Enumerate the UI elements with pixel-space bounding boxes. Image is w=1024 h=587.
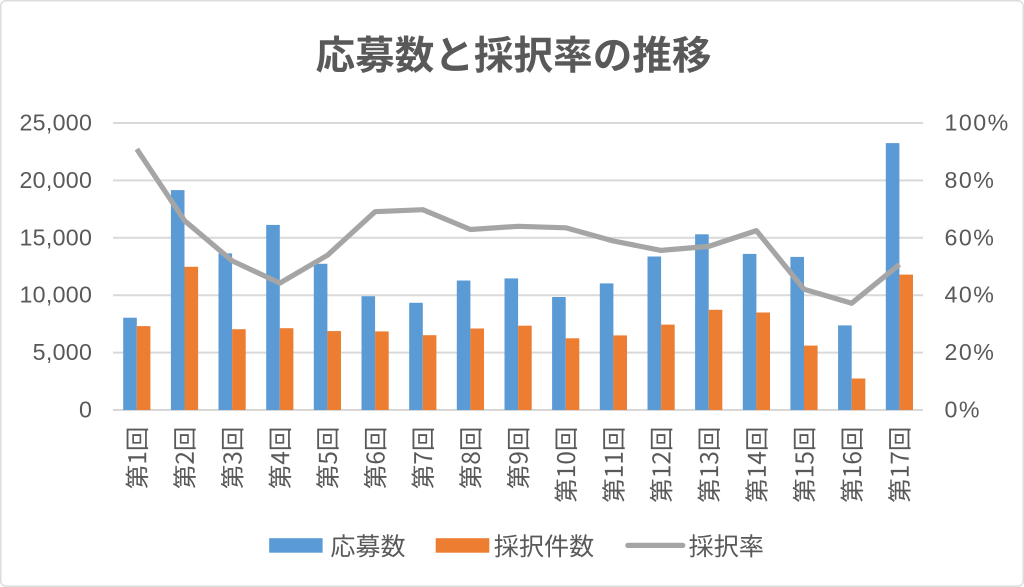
svg-text:20%: 20% <box>945 339 996 365</box>
svg-text:15,000: 15,000 <box>19 224 92 250</box>
svg-text:40%: 40% <box>945 282 996 308</box>
svg-text:80%: 80% <box>945 167 996 193</box>
svg-text:5,000: 5,000 <box>33 339 93 365</box>
svg-text:100%: 100% <box>945 110 1010 136</box>
svg-text:0: 0 <box>79 397 92 423</box>
svg-text:0%: 0% <box>945 397 982 423</box>
svg-text:60%: 60% <box>945 224 996 250</box>
svg-text:25,000: 25,000 <box>19 110 92 136</box>
svg-text:10,000: 10,000 <box>19 282 92 308</box>
svg-text:20,000: 20,000 <box>19 167 92 193</box>
